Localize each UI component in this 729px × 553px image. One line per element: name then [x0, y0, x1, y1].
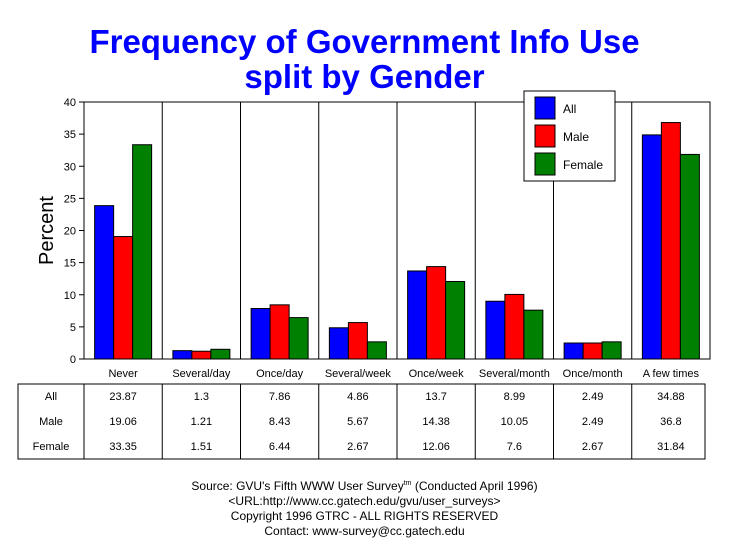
table-cell: 14.38: [422, 416, 450, 428]
table-cell: 33.35: [109, 441, 137, 453]
y-tick-label: 5: [70, 322, 76, 334]
copyright-line: Copyright 1996 GTRC - ALL RIGHTS RESERVE…: [230, 509, 499, 523]
legend-swatch: [534, 96, 556, 120]
table-row-label: Female: [33, 441, 70, 453]
table-cell: 1.3: [194, 391, 209, 403]
bar-male: [347, 322, 368, 360]
legend-label: Female: [563, 158, 603, 172]
y-tick-label: 35: [64, 129, 76, 141]
source-line: Source: GVU's Fifth WWW User Surveytm (C…: [191, 479, 538, 493]
table-cell: 4.86: [347, 391, 368, 403]
table-cell: 5.67: [347, 416, 368, 428]
table-cell: 2.49: [582, 391, 603, 403]
table-cell: 31.84: [657, 441, 685, 453]
bar-female: [210, 348, 231, 360]
table-cell: 8.43: [269, 416, 290, 428]
x-tick-label: Once/month: [563, 368, 623, 380]
table-cell: 7.86: [269, 391, 290, 403]
table-cell: 13.7: [425, 391, 446, 403]
table-cell: 12.06: [422, 441, 450, 453]
bar-all: [250, 307, 271, 360]
bar-all: [94, 205, 115, 360]
bar-female: [288, 317, 309, 360]
bar-all: [172, 350, 193, 360]
bar-female: [601, 341, 622, 360]
table-cell: 2.67: [347, 441, 368, 453]
y-tick-label: 30: [64, 161, 76, 173]
table-cell: 2.67: [582, 441, 603, 453]
chart-subtitle: split by Gender: [244, 58, 485, 95]
bar-male: [191, 350, 212, 360]
x-tick-label: Several/week: [325, 368, 392, 380]
y-axis-label: Percent: [36, 196, 58, 265]
table-row-label: Male: [39, 416, 63, 428]
table-cell: 2.49: [582, 416, 603, 428]
y-tick-label: 15: [64, 258, 76, 270]
bar-male: [113, 236, 134, 360]
bar-male: [504, 293, 525, 360]
table-cell: 36.8: [660, 416, 681, 428]
bar-all: [485, 300, 506, 360]
bar-female: [523, 309, 544, 360]
x-tick-label: Once/week: [409, 368, 465, 380]
bar-female: [132, 144, 153, 360]
x-tick-label: Several/day: [172, 368, 231, 380]
y-tick-label: 0: [70, 354, 76, 366]
bar-male: [582, 342, 603, 360]
bar-all: [328, 327, 349, 360]
data-table-frame: [17, 383, 706, 460]
legend-label: All: [563, 102, 576, 116]
bar-male: [269, 304, 290, 360]
bar-male: [660, 122, 681, 360]
url-line: <URL:http://www.cc.gatech.edu/gvu/user_s…: [228, 494, 501, 508]
contact-line: Contact: www-survey@cc.gatech.edu: [264, 524, 465, 538]
table-cell: 19.06: [109, 416, 137, 428]
bar-all: [641, 134, 662, 360]
x-tick-label: Several/month: [479, 368, 550, 380]
legend-swatch: [534, 124, 556, 148]
bar-female: [445, 281, 466, 360]
table-cell: 6.44: [269, 441, 290, 453]
table-cell: 23.87: [109, 391, 137, 403]
x-tick-label: A few times: [643, 368, 700, 380]
legend-label: Male: [563, 130, 589, 144]
y-tick-label: 25: [64, 193, 76, 205]
table-cell: 34.88: [657, 391, 685, 403]
y-tick-label: 10: [64, 290, 76, 302]
bar-female: [366, 341, 387, 360]
table-cell: 10.05: [501, 416, 529, 428]
table-row-label: All: [45, 391, 57, 403]
table-cell: 1.51: [191, 441, 212, 453]
y-tick-label: 40: [64, 97, 76, 109]
y-tick-label: 20: [64, 226, 76, 238]
source-footer: Source: GVU's Fifth WWW User Surveytm (C…: [0, 476, 729, 539]
table-cell: 8.99: [504, 391, 525, 403]
bar-male: [426, 266, 447, 360]
bar-female: [679, 153, 700, 360]
bar-all: [563, 342, 584, 360]
legend-swatch: [534, 152, 556, 176]
x-tick-label: Never: [108, 368, 138, 380]
chart-title: Frequency of Government Info Use: [89, 23, 640, 60]
table-cell: 7.6: [507, 441, 522, 453]
x-tick-label: Once/day: [256, 368, 304, 380]
table-cell: 1.21: [191, 416, 212, 428]
bar-all: [407, 270, 428, 360]
